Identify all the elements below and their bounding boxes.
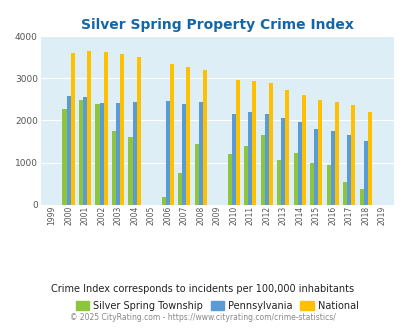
Bar xyxy=(66,96,70,205)
Bar xyxy=(186,67,190,205)
Bar xyxy=(359,189,363,205)
Bar xyxy=(202,70,207,205)
Bar xyxy=(326,165,330,205)
Bar xyxy=(264,114,268,205)
Bar xyxy=(235,80,239,205)
Bar xyxy=(132,102,136,205)
Bar xyxy=(363,141,367,205)
Text: Crime Index corresponds to incidents per 100,000 inhabitants: Crime Index corresponds to incidents per… xyxy=(51,284,354,294)
Bar xyxy=(342,182,346,205)
Bar xyxy=(165,101,169,205)
Bar xyxy=(120,53,124,205)
Bar xyxy=(177,173,182,205)
Bar xyxy=(297,122,301,205)
Bar xyxy=(276,160,281,205)
Bar xyxy=(79,100,83,205)
Bar xyxy=(70,53,75,205)
Bar xyxy=(231,114,235,205)
Bar xyxy=(227,154,231,205)
Title: Silver Spring Property Crime Index: Silver Spring Property Crime Index xyxy=(81,18,353,32)
Text: © 2025 CityRating.com - https://www.cityrating.com/crime-statistics/: © 2025 CityRating.com - https://www.city… xyxy=(70,313,335,322)
Legend: Silver Spring Township, Pennsylvania, National: Silver Spring Township, Pennsylvania, Na… xyxy=(72,297,362,315)
Bar xyxy=(161,197,165,205)
Bar xyxy=(95,104,99,205)
Bar xyxy=(112,131,116,205)
Bar xyxy=(136,57,141,205)
Bar xyxy=(182,104,186,205)
Bar xyxy=(116,103,120,205)
Bar xyxy=(128,137,132,205)
Bar xyxy=(198,102,202,205)
Bar xyxy=(318,100,322,205)
Bar xyxy=(330,131,334,205)
Bar xyxy=(301,95,305,205)
Bar xyxy=(346,135,350,205)
Bar xyxy=(309,163,313,205)
Bar xyxy=(268,83,272,205)
Bar xyxy=(313,129,318,205)
Bar xyxy=(281,118,285,205)
Bar xyxy=(243,146,247,205)
Bar xyxy=(367,112,371,205)
Bar xyxy=(293,153,297,205)
Bar xyxy=(334,102,338,205)
Bar xyxy=(62,109,66,205)
Bar xyxy=(194,145,198,205)
Bar xyxy=(169,64,173,205)
Bar xyxy=(104,52,108,205)
Bar xyxy=(350,105,354,205)
Bar xyxy=(87,50,91,205)
Bar xyxy=(260,135,264,205)
Bar xyxy=(252,81,256,205)
Bar xyxy=(285,90,289,205)
Bar xyxy=(99,103,104,205)
Bar xyxy=(247,112,252,205)
Bar xyxy=(83,97,87,205)
